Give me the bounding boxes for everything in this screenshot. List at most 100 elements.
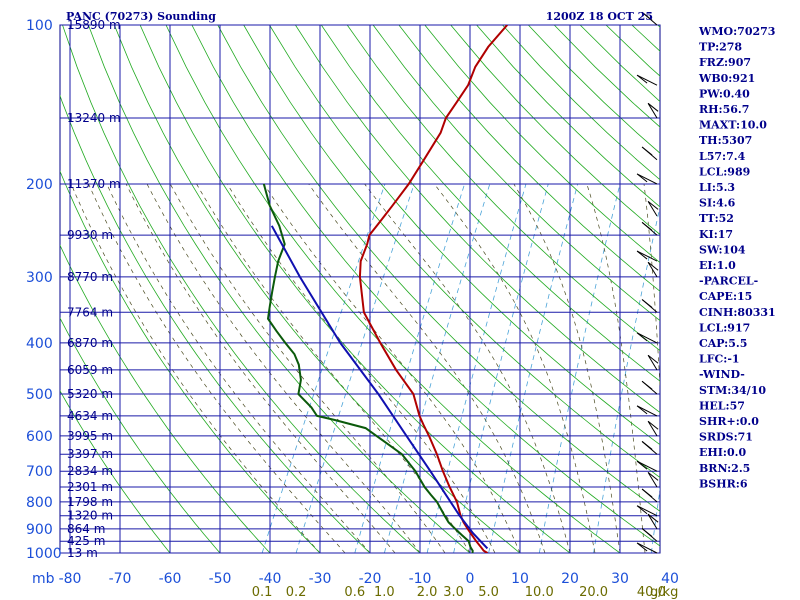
- height-label: 13240 m: [67, 111, 121, 125]
- stat-line: BRN:2.5: [699, 462, 750, 475]
- pressure-tick-label: 600: [26, 429, 53, 445]
- stat-line: MAXT:10.0: [699, 119, 767, 132]
- stat-line: LI:5.3: [699, 181, 735, 194]
- wind-barb-flag: [647, 102, 659, 112]
- isobars: [60, 24, 660, 554]
- wind-barb-flag: [647, 354, 659, 364]
- temp-tick-label: 20: [561, 571, 579, 587]
- units-mb-label: mb: [32, 571, 55, 587]
- wind-barb: [636, 173, 658, 185]
- wind-barb: [636, 460, 658, 472]
- pressure-tick-label: 700: [26, 464, 53, 480]
- temp-tick-label: -60: [159, 571, 182, 587]
- mixing-ratio-tick-label: 0.2: [286, 585, 307, 600]
- wind-barb-flag: [636, 542, 648, 552]
- stat-line: KI:17: [699, 228, 733, 241]
- stat-line: WB0:921: [698, 72, 755, 85]
- height-label: 1320 m: [67, 509, 113, 523]
- wind-barb-flag: [636, 74, 648, 84]
- wind-barb-flag: [647, 471, 659, 481]
- mixing-ratio-tick-label: 2.0: [417, 585, 438, 600]
- pressure-tick-label: 800: [26, 495, 53, 511]
- wind-barb-flag: [641, 488, 653, 498]
- mixing-ratio-tick-label: 40.0: [637, 585, 666, 600]
- stat-line: L57:7.4: [699, 150, 746, 163]
- mixing-ratio-tick-label: 0.1: [252, 585, 273, 600]
- wind-barb-flag: [647, 513, 659, 523]
- wind-barb-flag: [636, 405, 648, 415]
- height-label: 5320 m: [67, 387, 113, 401]
- height-label: 425 m: [67, 534, 105, 548]
- plot-frame: [59, 24, 661, 554]
- height-label: 1798 m: [67, 495, 113, 509]
- moist-adiabat: [263, 183, 521, 553]
- mixing-ratio-tick-label: 5.0: [478, 585, 499, 600]
- pressure-tick-label: 300: [26, 270, 53, 286]
- wind-barb: [647, 472, 658, 488]
- chart-title: PANC (70273) Sounding: [66, 10, 216, 23]
- height-label: 6059 m: [67, 363, 113, 377]
- mixing-ratio-labels: 0.1 0.2 0.6 1.0 2.0 3.0 5.0 10.0 20.0 40.0: [252, 585, 666, 600]
- stat-line: CAPE:15: [699, 290, 752, 303]
- stat-line: CINH:80331: [699, 306, 776, 319]
- wind-barb-flag: [641, 441, 653, 450]
- height-labels: 15890 m 13240 m 11370 m 9930 m 8770 m 7764 m 6…: [67, 18, 121, 560]
- mixing-ratio-line: [261, 183, 386, 553]
- temp-tick-label: -70: [109, 571, 132, 587]
- stats-panel: WMO:70273 TP:278 FRZ:907 WB0:921 PW:0.40 RH:5…: [698, 25, 776, 490]
- pressure-labels: 100 200 300 400 500 600 700 800 900 1000: [26, 18, 62, 562]
- wind-barb-flag: [647, 420, 659, 430]
- mixing-ratio-tick-label: 10.0: [525, 585, 554, 600]
- wind-barb-flag: [636, 505, 648, 515]
- wind-barb: [647, 513, 658, 530]
- height-label: 2834 m: [67, 464, 113, 478]
- height-label: 11370 m: [67, 177, 121, 191]
- mixing-ratio-tick-label: 0.6: [344, 585, 365, 600]
- parcel-line: [270, 225, 489, 550]
- temp-tick-label: 0: [466, 571, 475, 587]
- stat-line: SI:4.6: [699, 197, 736, 210]
- stat-line: WMO:70273: [698, 25, 775, 38]
- wind-barb: [647, 420, 658, 437]
- stat-line: EHI:0.0: [699, 446, 746, 459]
- wind-barb-flag: [641, 11, 653, 21]
- stat-line: SRDS:71: [699, 431, 753, 444]
- temp-tick-label: -80: [59, 571, 82, 587]
- stat-line: RH:56.7: [699, 103, 749, 116]
- sounding-traces: [262, 25, 508, 553]
- pressure-tick-label: 500: [26, 387, 53, 403]
- wind-barb-flag: [636, 332, 648, 342]
- wind-barb-flag: [641, 299, 653, 308]
- wind-barb: [647, 201, 658, 217]
- temp-tick-label: -30: [309, 571, 332, 587]
- wind-barb: [636, 505, 658, 517]
- pressure-tick-label: 100: [26, 18, 53, 34]
- height-label: 15890 m: [67, 18, 121, 32]
- stat-line: PW:0.40: [699, 87, 750, 100]
- mixing-ratio-tick-label: 3.0: [443, 585, 464, 600]
- stat-line: BSHR:6: [699, 477, 748, 490]
- temp-tick-label: -10: [409, 571, 432, 587]
- stat-line: EI:1.0: [699, 259, 736, 272]
- temp-tick-label: -40: [259, 571, 282, 587]
- stat-line: CAP:5.5: [699, 337, 747, 350]
- moist-adiabat: [308, 183, 546, 553]
- height-label: 9930 m: [67, 228, 113, 242]
- stat-line: LCL:917: [699, 321, 750, 334]
- wind-barb: [647, 354, 658, 371]
- temp-tick-label: 40: [661, 571, 679, 587]
- stat-line: TT:52: [699, 212, 734, 225]
- stat-line: SW:104: [699, 243, 746, 256]
- height-label: 3397 m: [67, 447, 113, 461]
- wind-barbs: [636, 11, 659, 554]
- stat-line: FRZ:907: [699, 56, 751, 69]
- mixing-ratio-tick-label: 1.0: [374, 585, 395, 600]
- stat-line: TP:278: [699, 41, 742, 54]
- wind-barb: [636, 74, 658, 86]
- temp-tick-label: 10: [511, 571, 529, 587]
- wind-barb: [636, 332, 658, 344]
- wind-barb: [636, 542, 658, 554]
- height-label: 864 m: [67, 522, 105, 536]
- wind-barb-flag: [636, 460, 648, 470]
- wind-barb-flag: [647, 261, 659, 271]
